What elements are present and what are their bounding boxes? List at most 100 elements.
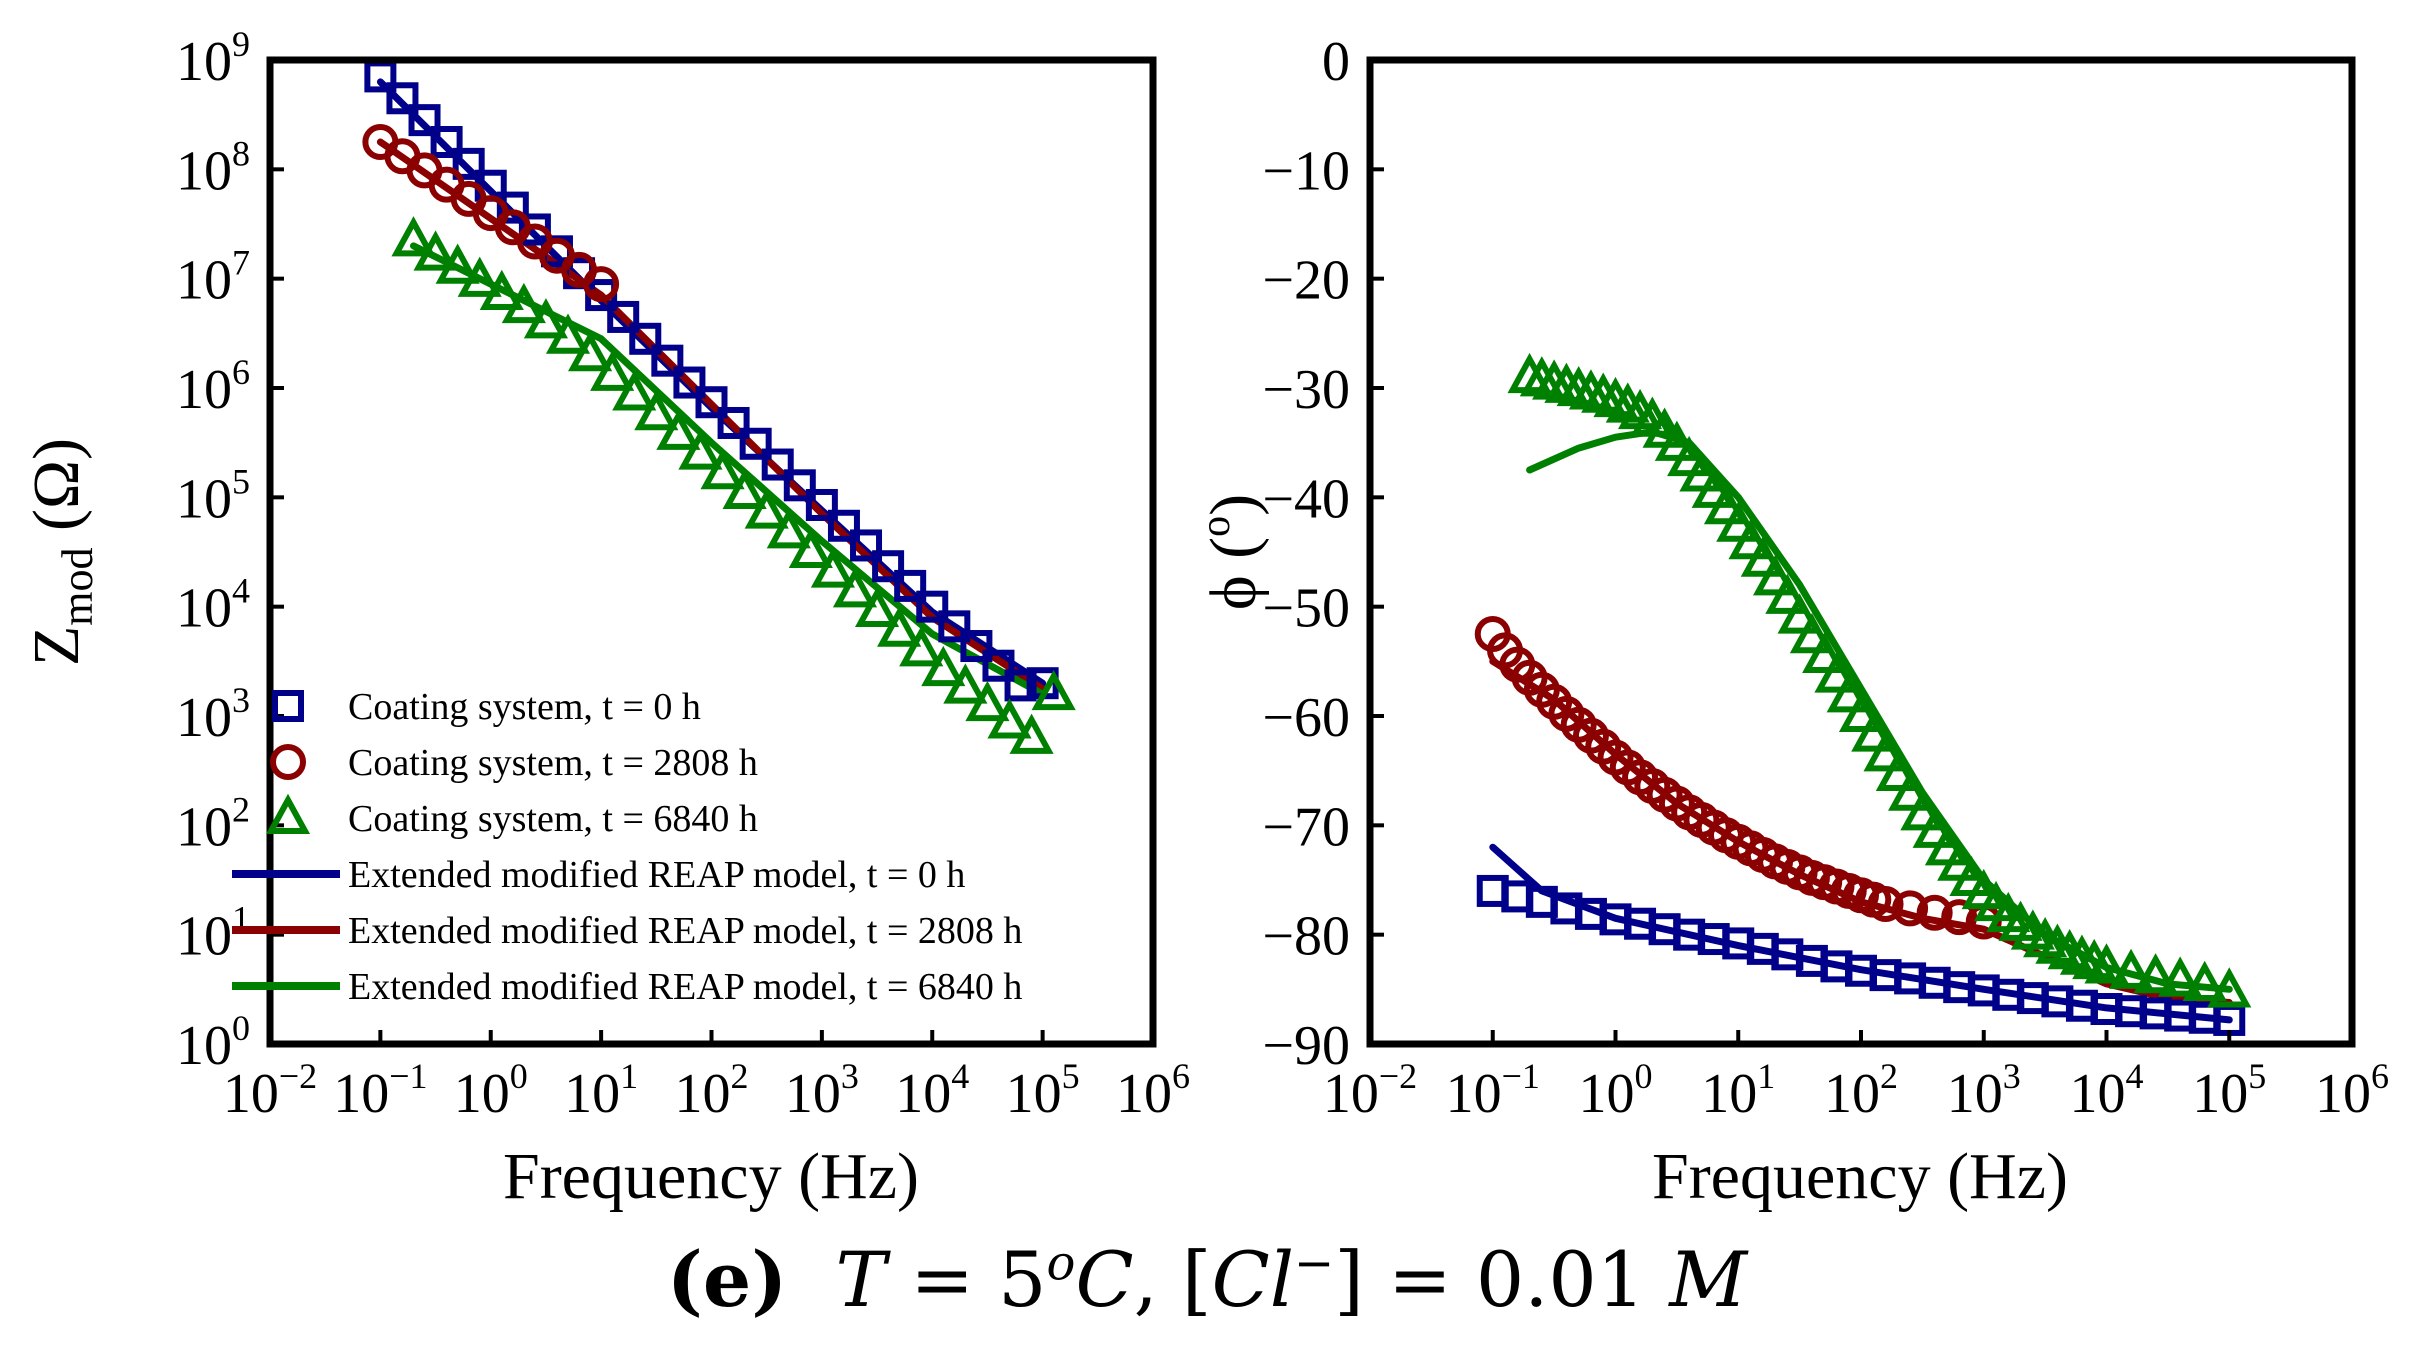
left-ytick-label-0: 100 <box>176 1008 250 1077</box>
caption-part-2: o <box>1046 1235 1076 1292</box>
left-triangle-point-8 <box>568 330 613 372</box>
right-ytick-label-7: −70 <box>1262 796 1350 858</box>
impedance-modulus-chart: 10−2 10−1 100 101 102 103 104 105 106 1001011021… <box>20 24 1190 1213</box>
right-model-line-4 <box>1489 657 2233 1006</box>
right-triangle-point-35 <box>1937 840 1982 881</box>
right-xtick-label-6: 104 <box>2070 1056 2144 1125</box>
legend-label-2: Coating system, t = 6840 h <box>348 798 758 840</box>
left-series-layer <box>362 60 1076 754</box>
right-triangle-point-26 <box>1826 672 1871 713</box>
legend-swatch-1 <box>270 744 306 780</box>
right-ytick-label-1: −10 <box>1262 140 1350 202</box>
figure-caption: (e) T = 5oC, [Cl−] = 0.01 M <box>0 1235 2414 1324</box>
left-y-ticks: 100 101 102 103 104 105 106 107 108 109 <box>176 24 284 1077</box>
legend-label-1: Coating system, t = 2808 h <box>348 742 758 784</box>
left-triangle-point-19 <box>810 547 855 588</box>
left-square-point-20 <box>805 488 838 521</box>
right-y-title-close: ) <box>1197 494 1270 516</box>
right-triangle-point-23 <box>1789 613 1834 654</box>
right-ytick-label-8: −80 <box>1262 906 1350 968</box>
right-y-title-main: ϕ <box>1197 575 1270 610</box>
left-triangle-point-5 <box>501 282 546 324</box>
left-ytick-label-9: 109 <box>176 24 250 93</box>
left-x-axis-title: Frequency (Hz) <box>503 1140 919 1213</box>
right-xtick-label-3: 101 <box>1701 1056 1775 1125</box>
right-triangle-point-13 <box>1667 435 1712 477</box>
left-triangle-point-17 <box>766 508 811 549</box>
caption-part-1: = 5 <box>886 1235 1047 1324</box>
caption-part-3: C <box>1075 1235 1134 1324</box>
left-square-point-14 <box>673 366 706 399</box>
right-y-title-unit: ( <box>1197 537 1270 575</box>
right-triangle-point-25 <box>1814 652 1859 693</box>
right-xtick-label-1: 10−1 <box>1446 1056 1540 1125</box>
right-triangle-point-17 <box>1716 501 1761 542</box>
left-square-point-16 <box>717 406 750 439</box>
left-ytick-label-3: 103 <box>176 680 250 749</box>
legend-label-4: Extended modified REAP model, t = 2808 h <box>348 910 1022 952</box>
left-square-point-19 <box>783 469 816 502</box>
caption-letter: (e) <box>666 1235 788 1324</box>
legend-label-5: Extended modified REAP model, t = 6840 h <box>348 966 1022 1008</box>
left-triangle-point-1 <box>413 230 458 271</box>
left-plot-frame <box>266 56 1157 1048</box>
right-triangle-point-50 <box>2158 956 2203 997</box>
right-ytick-label-3: −30 <box>1262 359 1350 421</box>
left-ytick-label-5: 105 <box>176 461 250 530</box>
left-square-point-18 <box>761 448 794 481</box>
right-ytick-label-5: −50 <box>1262 578 1350 640</box>
caption-part-0: T <box>835 1235 887 1324</box>
legend-label-0: Coating system, t = 0 h <box>348 686 701 728</box>
left-triangle-point-12 <box>656 409 701 450</box>
left-triangle-point-14 <box>700 449 745 490</box>
left-y-title-sub: mod <box>53 547 102 625</box>
right-triangle-point-47 <box>2084 943 2129 984</box>
right-xtick-label-0: 10−2 <box>1323 1056 1417 1125</box>
left-ytick-label-6: 106 <box>176 352 250 421</box>
left-square-point-3 <box>430 126 463 158</box>
left-square-point-25 <box>916 590 949 623</box>
legend-swatch-0 <box>272 690 304 722</box>
left-square-point-22 <box>850 529 883 562</box>
right-xtick-label-2: 100 <box>1579 1056 1653 1125</box>
left-square-point-29 <box>1004 669 1037 702</box>
left-triangle-point-7 <box>545 313 591 354</box>
left-triangle-point-3 <box>457 256 502 297</box>
right-x-axis-title: Frequency (Hz) <box>1652 1140 2068 1213</box>
left-circle-point-10 <box>583 266 620 303</box>
caption-part-4: , [ <box>1133 1235 1212 1324</box>
right-triangle-point-16 <box>1703 484 1749 525</box>
left-triangle-point-0 <box>391 216 436 257</box>
right-triangle-point-49 <box>2133 953 2178 994</box>
left-triangle-point-20 <box>832 567 878 608</box>
left-square-point-1 <box>386 82 419 115</box>
left-xtick-label-1: 10−1 <box>333 1056 427 1125</box>
right-y-title-sup: o <box>1193 516 1239 537</box>
right-series-triangle <box>1507 352 2252 1008</box>
right-ytick-label-9: −90 <box>1262 1015 1350 1077</box>
left-square-point-11 <box>607 300 640 333</box>
right-xtick-label-7: 105 <box>2192 1056 2266 1125</box>
legend-label-3: Extended modified REAP model, t = 0 h <box>348 854 965 896</box>
left-triangle-point-6 <box>523 298 569 339</box>
right-y-axis-title: ϕ (o) <box>1193 494 1270 610</box>
left-square-point-27 <box>960 630 993 663</box>
left-triangle-point-21 <box>854 586 900 628</box>
right-triangle-point-18 <box>1728 519 1773 560</box>
left-x-ticks: 10−2 10−1 100 101 102 103 104 105 106 <box>223 1030 1190 1125</box>
left-square-point-6 <box>496 191 529 224</box>
right-circle-point-35 <box>1941 899 1978 936</box>
right-triangle-point-48 <box>2108 948 2154 989</box>
left-triangle-point-23 <box>899 626 944 667</box>
left-triangle-point-4 <box>479 269 524 310</box>
right-circle-point-33 <box>1892 890 1929 927</box>
right-triangle-point-20 <box>1753 555 1798 596</box>
right-triangle-point-24 <box>1802 632 1847 673</box>
legend-swatch-2 <box>265 793 311 834</box>
right-xtick-label-8: 106 <box>2315 1056 2389 1125</box>
left-square-point-28 <box>982 649 1015 682</box>
right-triangle-point-19 <box>1740 536 1785 577</box>
left-triangle-point-25 <box>943 663 988 704</box>
right-circle-point-34 <box>1916 894 1953 931</box>
right-y-ticks: 0 −10 −20 −30 −40 −50 −60 −70 −80 −90 <box>1262 31 1384 1077</box>
